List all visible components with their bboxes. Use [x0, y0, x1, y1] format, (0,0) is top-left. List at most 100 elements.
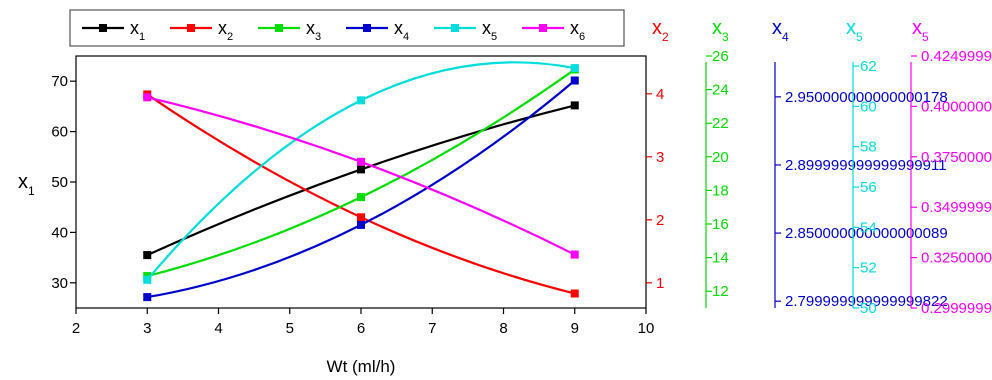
- y-tick-label: 60: [51, 124, 68, 141]
- legend-item-x3: x3: [258, 18, 321, 43]
- y-axis-title-x2-main: x: [652, 17, 662, 39]
- legend-item-x1: x1: [82, 18, 145, 43]
- legend-label-x5-sub: 5: [491, 31, 497, 43]
- y-axes: 3040506070x11234x21214161820222426x32.79…: [18, 17, 992, 317]
- y-axis-x3: 12 14 16 18 20 22 24 26 x3: [705, 17, 729, 308]
- data-point-x5: [570, 64, 579, 73]
- data-point-x3: [357, 193, 365, 202]
- y-tick-label: 60: [860, 98, 877, 115]
- legend-label-x6-main: x: [570, 18, 579, 38]
- data-point-x4: [570, 76, 579, 85]
- y-axis-title-x6-main: x: [912, 17, 922, 39]
- y-axis-title-x5-sub: 5: [856, 30, 863, 44]
- legend-swatch-marker: [363, 24, 371, 32]
- legend-swatch-marker: [187, 24, 195, 32]
- data-point-x5: [357, 96, 365, 105]
- y-tick-label: 2.899999999999999911: [785, 157, 947, 174]
- series-x4: [143, 76, 579, 302]
- legend: x1 x2 x3 x4 x5 x6: [69, 9, 625, 47]
- data-point-x2: [570, 289, 579, 298]
- series-layer: [143, 61, 579, 302]
- y-axis-title-x5: x5: [846, 17, 863, 44]
- x-tick-label: 9: [571, 320, 579, 337]
- x-tick-label: 7: [428, 320, 436, 337]
- legend-item-x5: x5: [434, 18, 497, 43]
- y-tick-label: 12: [712, 283, 729, 300]
- legend-label-x4-sub: 4: [403, 31, 409, 43]
- y-tick-label: 3: [656, 149, 664, 166]
- legend-label-x3-sub: 3: [315, 31, 321, 43]
- y-tick-label: 14: [712, 250, 729, 267]
- data-point-x6: [357, 157, 365, 166]
- data-point-x1: [143, 251, 152, 260]
- legend-label-x6: x6: [570, 18, 585, 43]
- y-tick-label: 0.424999999999999989: [921, 48, 992, 65]
- legend-label-x6-sub: 6: [579, 31, 585, 43]
- y-axis-title-x3-main: x: [712, 17, 722, 39]
- y-tick-label: 4: [656, 86, 664, 103]
- data-point-x2: [357, 213, 365, 222]
- y-tick-label: 0.400000000000000022: [921, 98, 992, 115]
- y-axis-title-x5-main: x: [846, 17, 856, 39]
- y-axis-title-x3-sub: 3: [722, 30, 729, 44]
- y-axis-title-x2-sub: 2: [662, 30, 669, 44]
- legend-item-x2: x2: [170, 18, 233, 43]
- y-axis-x6: 0.299999999999999989 0.325000000000000011…: [910, 17, 992, 317]
- y-tick-label: 2.799999999999999822: [785, 293, 948, 310]
- x-tick-label: 3: [143, 320, 151, 337]
- data-point-x1: [570, 101, 579, 110]
- y-tick-label: 56: [860, 179, 877, 196]
- y-tick-label: 58: [860, 139, 877, 156]
- x-tick-label: 6: [357, 320, 365, 337]
- y-axis-title-x4-sub: 4: [782, 30, 789, 44]
- data-point-x6: [570, 250, 579, 259]
- y-tick-label: 0.325000000000000011: [921, 250, 992, 267]
- data-point-x4: [357, 220, 365, 229]
- legend-label-x2: x2: [218, 18, 233, 43]
- y-tick-label: 20: [712, 149, 729, 166]
- y-axis-title-x6-sub: 5: [922, 30, 929, 44]
- y-tick-label: 16: [712, 216, 729, 233]
- y-axis-title-x4-main: x: [772, 17, 782, 39]
- y-tick-label: 40: [51, 224, 68, 241]
- y-axis-title-x2: x2: [652, 17, 669, 44]
- data-point-x1: [357, 165, 365, 174]
- y-tick-label: 24: [712, 82, 729, 99]
- y-tick-label: 22: [712, 115, 729, 132]
- y-tick-label: 0.299999999999999989: [921, 300, 992, 317]
- y-tick-label: 0.375000000000000000: [921, 149, 992, 166]
- y-tick-label: 50: [51, 174, 68, 191]
- y-tick-label: 1: [656, 275, 664, 292]
- x-tick-label: 2: [72, 320, 80, 337]
- legend-label-x2-sub: 2: [227, 31, 233, 43]
- y-tick-label: 2: [656, 212, 664, 229]
- legend-label-x3: x3: [306, 18, 321, 43]
- y-tick-label: 50: [860, 300, 877, 317]
- legend-item-x6: x6: [522, 18, 585, 43]
- legend-label-x5-main: x: [482, 18, 491, 38]
- legend-label-x4: x4: [394, 18, 409, 43]
- legend-swatch-marker: [275, 24, 283, 32]
- x-tick-label: 4: [214, 320, 222, 337]
- y-tick-label: 18: [712, 182, 729, 199]
- y-axis-x4: 2.799999999999999822 2.850000000000000089…: [772, 17, 948, 310]
- legend-label-x5: x5: [482, 18, 497, 43]
- y-tick-label: 2.850000000000000089: [785, 225, 948, 242]
- legend-label-x4-main: x: [394, 18, 403, 38]
- y-tick-label: 52: [860, 260, 877, 277]
- y-axis-title-x6: x5: [912, 17, 929, 44]
- y-tick-label: 0.349999999999999978: [921, 199, 992, 216]
- legend-swatch-marker: [539, 24, 547, 32]
- y-axis-title-x1-main: x: [18, 171, 28, 193]
- y-axis-title-x1: x1: [18, 171, 35, 198]
- y-tick-label: 26: [712, 48, 729, 65]
- y-tick-label: 30: [51, 275, 68, 292]
- legend-item-x4: x4: [346, 18, 409, 43]
- legend-swatch-marker: [99, 24, 107, 32]
- legend-label-x3-main: x: [306, 18, 315, 38]
- y-tick-label: 2.950000000000000178: [785, 89, 948, 106]
- x-tick-label: 10: [638, 320, 655, 337]
- series-x6: [143, 93, 579, 259]
- y-axis-title-x4: x4: [772, 17, 789, 44]
